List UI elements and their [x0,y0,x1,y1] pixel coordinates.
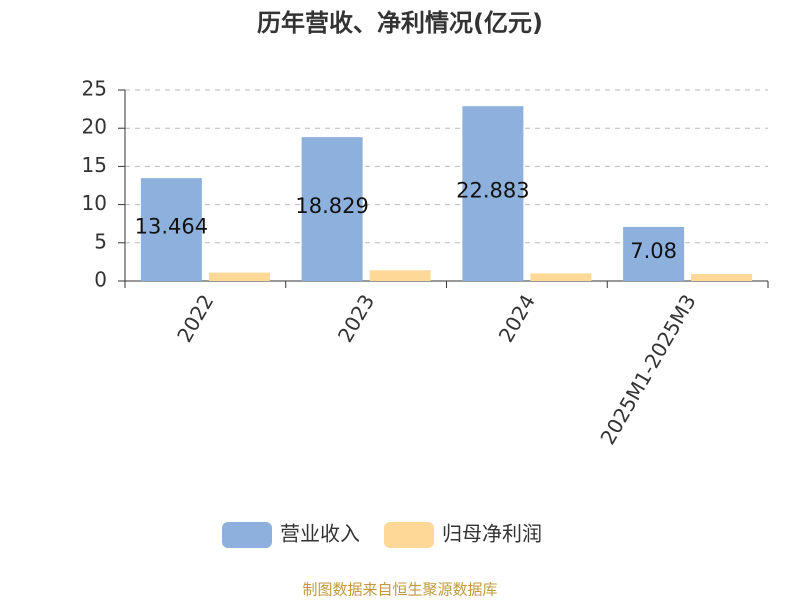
data-label: 22.883 [456,179,529,203]
legend-label: 归母净利润 [442,522,542,546]
bar [208,272,270,281]
bar [301,137,363,281]
y-tick-label: 0 [94,268,107,292]
y-tick-label: 15 [82,153,107,177]
bar [462,106,524,281]
legend-label: 营业收入 [280,522,360,546]
y-tick-label: 25 [82,77,107,101]
data-label: 18.829 [295,194,368,218]
data-label: 13.464 [135,215,208,239]
y-tick-label: 5 [94,229,107,253]
data-label: 7.08 [630,239,677,263]
bar [369,270,431,281]
chart-title: 历年营收、净利情况(亿元) [257,9,543,37]
legend-swatch [384,522,434,548]
bar [530,273,592,281]
legend-swatch [222,522,272,548]
bar [140,178,202,281]
source-note: 制图数据来自恒生聚源数据库 [302,581,497,599]
bar [691,274,753,281]
y-tick-label: 10 [82,191,107,215]
bar [623,226,685,281]
y-tick-label: 20 [82,115,107,139]
